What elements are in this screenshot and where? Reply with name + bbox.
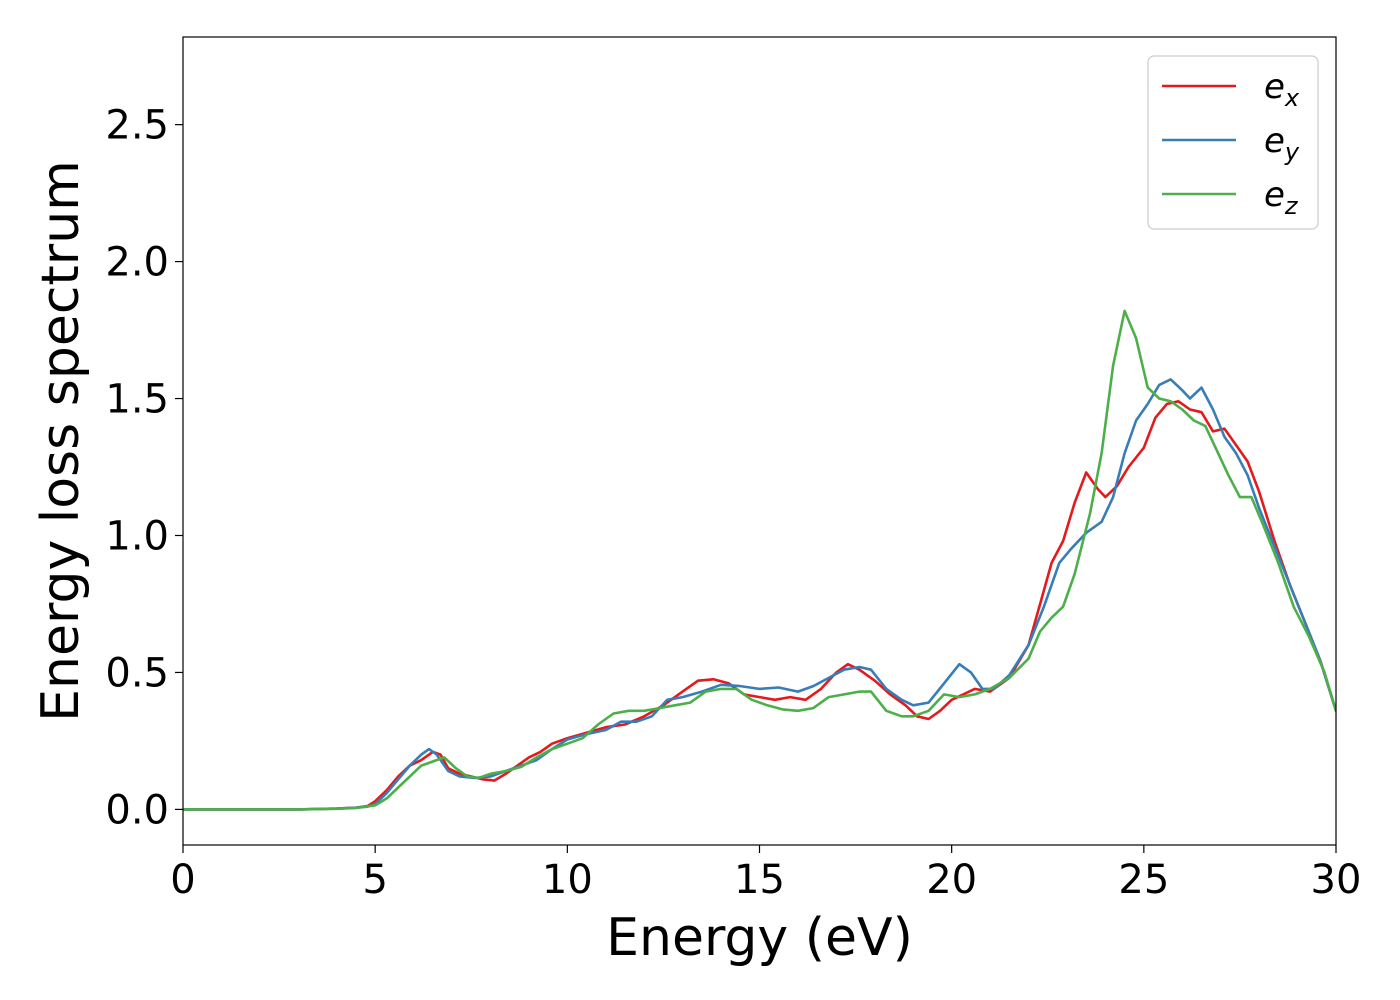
legend-label-ez: ez (1264, 175, 1299, 220)
y-tick-label: 0.0 (105, 787, 169, 833)
y-tick-label: 0.5 (105, 650, 169, 696)
x-axis: 0 5 10 15 20 25 30 (170, 845, 1361, 903)
x-tick-label: 5 (362, 857, 387, 903)
y-tick-label: 1.0 (105, 513, 169, 559)
x-tick-label: 20 (926, 857, 977, 903)
y-tick-label: 1.5 (105, 377, 169, 423)
x-tick-label: 10 (542, 857, 593, 903)
x-axis-label: Energy (eV) (606, 908, 913, 968)
legend-label-ey: ey (1264, 121, 1300, 166)
series-line-ez (183, 309, 1336, 811)
y-axis-label: Energy loss spectrum (31, 160, 91, 722)
series-line-ey (183, 378, 1336, 811)
series-layer (183, 309, 1336, 811)
y-axis: 0.0 0.5 1.0 1.5 2.0 2.5 (105, 103, 183, 833)
legend: ex ey ez (1147, 55, 1319, 230)
y-tick-label: 2.0 (105, 240, 169, 286)
y-tick-label: 2.5 (105, 103, 169, 149)
x-tick-label: 15 (734, 857, 785, 903)
legend-box (1147, 55, 1319, 230)
x-tick-label: 25 (1118, 857, 1169, 903)
series-line-ex (183, 400, 1336, 811)
x-tick-label: 0 (170, 857, 195, 903)
x-tick-label: 30 (1311, 857, 1362, 903)
legend-label-ex: ex (1264, 67, 1300, 112)
